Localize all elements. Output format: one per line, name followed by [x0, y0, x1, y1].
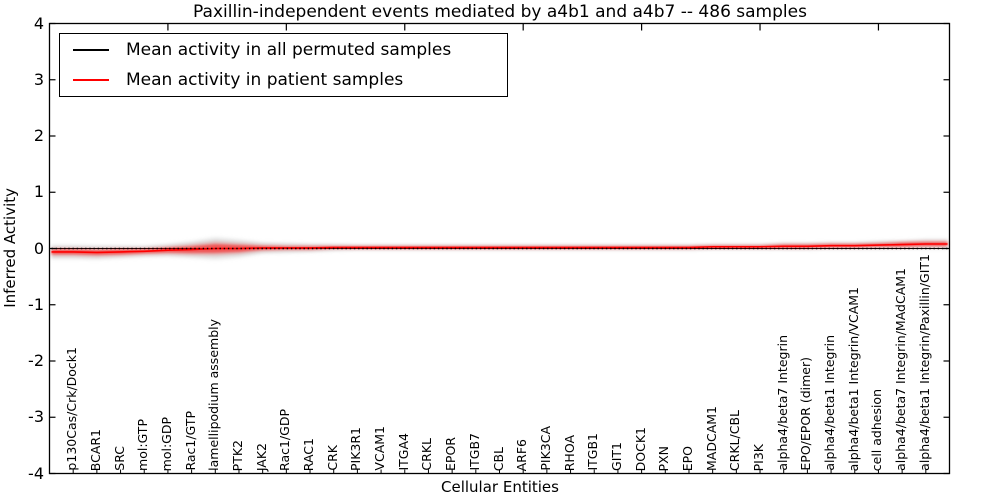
legend-item-patient: Mean activity in patient samples [60, 65, 507, 95]
x-tick-label: alpha4/beta1 Integrin/VCAM1 [845, 286, 861, 471]
x-tick-label: PTK2 [229, 439, 245, 471]
legend-item-label: Mean activity in all permuted samples [126, 40, 452, 60]
x-tick-label: PXN [656, 445, 672, 471]
x-tick-label: ARF6 [514, 438, 530, 471]
x-tick-label: EPO/EPOR (dimer) [798, 357, 814, 471]
y-tick-label: 2 [33, 126, 44, 145]
x-tick-label: CRKL/CBL [727, 409, 743, 471]
x-tick-label: mol:GDP [158, 416, 174, 471]
x-tick-label: BCAR1 [87, 428, 103, 471]
y-tick-label: -3 [28, 407, 44, 427]
legend-patient-line [73, 79, 109, 81]
x-tick-label: alpha4/beta1 Integrin/Paxillin/GIT1 [916, 254, 932, 471]
y-tick-label: 0 [33, 238, 44, 258]
x-tick-label: DOCK1 [632, 426, 648, 471]
x-tick-label: CBL [490, 446, 506, 471]
x-tick-label: VCAM1 [372, 426, 388, 471]
y-tick-label: 3 [33, 69, 44, 89]
x-tick-label: mol:GTP [135, 419, 151, 471]
x-tick-label: lamellipodium assembly [206, 319, 222, 471]
chart-title: Paxillin-independent events mediated by … [193, 2, 807, 22]
x-tick-label: PI3K [751, 443, 767, 471]
x-tick-label: ITGB7 [466, 433, 482, 471]
x-tick-label: MADCAM1 [703, 406, 719, 471]
x-tick-label: JAK2 [253, 442, 269, 471]
x-tick-label: EPO [679, 445, 695, 471]
x-tick-label: EPOR [443, 437, 459, 471]
patient-spread-band-halo [51, 241, 948, 256]
x-tick-label: alpha4/beta7 Integrin/MAdCAM1 [893, 268, 909, 471]
x-axis-label: Cellular Entities [441, 478, 559, 496]
x-tick-label: GIT1 [608, 442, 624, 471]
x-tick-label: ITGB1 [585, 433, 601, 471]
legend: Mean activity in all permuted samples Me… [59, 33, 508, 97]
x-tick-label: PIK3R1 [348, 426, 364, 471]
x-tick-label: CRK [324, 445, 340, 471]
y-tick-label: -4 [28, 463, 44, 483]
x-tick-label: ITGA4 [395, 433, 411, 471]
y-tick-label: 4 [33, 13, 44, 33]
x-tick-label: SRC [111, 446, 127, 471]
legend-permuted-line [73, 49, 109, 51]
x-tick-label: alpha4/beta1 Integrin [822, 335, 838, 471]
y-tick-label: -1 [28, 294, 44, 314]
y-tick-label: 1 [33, 182, 44, 202]
x-tick-label: RHOA [561, 434, 577, 471]
y-tick-label: -2 [28, 351, 44, 370]
legend-item-label: Mean activity in patient samples [126, 70, 404, 90]
x-tick-label: Rac1/GDP [277, 409, 293, 471]
x-tick-label: cell adhesion [869, 388, 885, 471]
x-tick-label: RAC1 [301, 437, 317, 471]
x-tick-label: PIK3CA [537, 426, 553, 471]
x-tick-label: p130Cas/Crk/Dock1 [64, 347, 80, 471]
x-tick-label: alpha4/beta7 Integrin [774, 335, 790, 471]
legend-item-permuted: Mean activity in all permuted samples [60, 35, 507, 65]
x-tick-label: CRKL [419, 438, 435, 471]
x-tick-label: Rac1/GTP [182, 411, 198, 471]
